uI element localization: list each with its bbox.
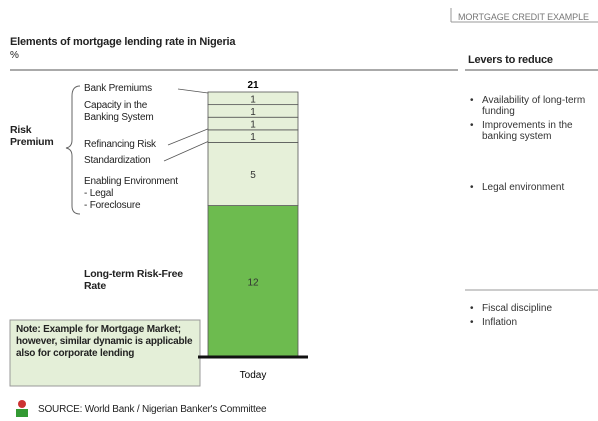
leader-line	[167, 128, 209, 146]
segment-label: 1	[250, 94, 256, 105]
series-note: - Foreclosure	[84, 200, 141, 211]
series-label: Bank Premiums	[84, 83, 152, 94]
segment-label: 12	[247, 277, 259, 288]
series-label: Long-term Risk-Free Rate	[84, 268, 183, 292]
levers-title: Levers to reduce	[468, 54, 553, 66]
series-label: Enabling Environment	[84, 176, 178, 187]
series-note: - Legal	[84, 188, 114, 199]
bar-segment	[207, 91, 299, 106]
chart-subtitle: %	[10, 50, 19, 61]
tag: MORTGAGE CREDIT EXAMPLE	[458, 12, 589, 22]
lever-bullet: Improvements in the banking system	[470, 120, 598, 142]
brace	[65, 85, 81, 215]
bar-segment	[207, 205, 299, 358]
segment-label: 1	[250, 132, 256, 143]
lever-bullet: Legal environment	[470, 182, 598, 193]
note: Note: Example for Mortgage Market; howev…	[16, 324, 193, 359]
note-box	[9, 319, 201, 387]
total-label: 21	[247, 80, 259, 91]
x-tick-label: Today	[240, 370, 267, 381]
segment-label: 1	[250, 107, 256, 118]
lever-bullet: Inflation	[470, 317, 598, 328]
segment-label: 5	[250, 170, 256, 181]
series-label: Standardization	[84, 155, 151, 166]
group-label: Risk Premium	[10, 124, 54, 148]
chart-title: Elements of mortgage lending rate in Nig…	[10, 36, 236, 48]
series-label: Refinancing Risk	[84, 139, 156, 150]
leader-line	[177, 88, 209, 94]
source-icon	[16, 400, 28, 417]
bar-segment	[207, 142, 299, 206]
source: SOURCE: World Bank / Nigerian Banker's C…	[38, 404, 267, 415]
lever-bullet: Fiscal discipline	[470, 303, 598, 314]
lever-bullet: Availability of long-term funding	[470, 95, 598, 117]
segment-label: 1	[250, 120, 256, 131]
leader-line	[163, 141, 209, 162]
series-label: Capacity in the Banking System	[84, 100, 154, 123]
